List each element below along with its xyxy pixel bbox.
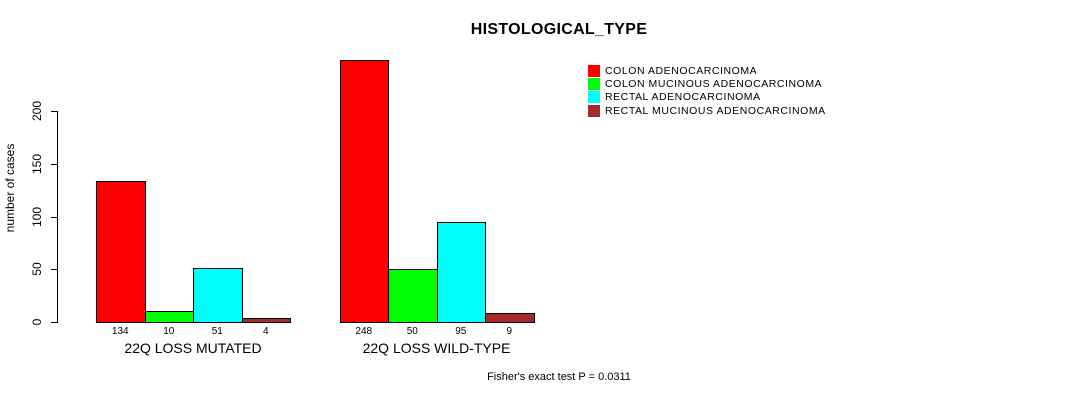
y-tick-label: 150	[30, 153, 44, 174]
bar-value-label: 50	[406, 326, 418, 337]
bar	[144, 311, 194, 323]
chart-title: HISTOLOGICAL_TYPE	[470, 21, 648, 38]
legend-swatch	[588, 78, 600, 91]
y-axis-label: number of cases	[3, 143, 17, 233]
y-tick-mark	[51, 322, 57, 323]
bar-value-label: 9	[506, 326, 513, 337]
legend-swatch	[588, 104, 600, 117]
y-tick-mark	[51, 216, 57, 218]
legend: COLON ADENOCARCINOMA COLON MUCINOUS ADENO…	[588, 64, 826, 118]
legend-label: RECTAL ADENOCARCINOMA	[605, 91, 761, 104]
y-tick-label: 200	[30, 100, 44, 122]
y-axis-line	[57, 111, 58, 323]
y-tick-mark	[51, 269, 57, 271]
bar	[339, 60, 389, 323]
legend-swatch	[588, 64, 600, 77]
legend-label: COLON MUCINOUS ADENOCARCINOMA	[605, 78, 823, 91]
y-tick-label: 0	[30, 318, 44, 326]
x-group-label: 22Q LOSS MUTATED	[124, 340, 262, 356]
bar-value-label: 10	[163, 326, 175, 337]
y-tick-mark	[51, 111, 57, 112]
y-tick-label: 50	[30, 262, 44, 276]
x-group-label: 22Q LOSS WILD-TYPE	[362, 340, 511, 356]
fisher-test-annotation: Fisher's exact test P = 0.0311	[487, 371, 631, 383]
bar	[193, 268, 243, 323]
y-tick-label: 100	[30, 206, 44, 227]
bar	[96, 180, 146, 323]
bar-value-label: 4	[262, 326, 269, 337]
bar-value-label: 51	[211, 326, 223, 337]
legend-row: COLON ADENOCARCINOMA	[588, 64, 826, 77]
bar-value-label: 248	[355, 326, 373, 337]
legend-label: RECTAL MUCINOUS ADENOCARCINOMA	[605, 104, 826, 117]
bar-value-label: 95	[455, 326, 467, 337]
bar	[388, 269, 438, 323]
bar	[241, 317, 291, 323]
legend-row: RECTAL MUCINOUS ADENOCARCINOMA	[588, 104, 826, 117]
legend-label: COLON ADENOCARCINOMA	[605, 64, 758, 77]
legend-swatch	[588, 91, 600, 104]
legend-row: RECTAL ADENOCARCINOMA	[588, 91, 826, 104]
y-tick-mark	[51, 163, 57, 165]
bar-value-label: 134	[111, 326, 129, 337]
bar	[485, 312, 535, 323]
legend-row: COLON MUCINOUS ADENOCARCINOMA	[588, 77, 826, 91]
bar	[436, 221, 486, 323]
